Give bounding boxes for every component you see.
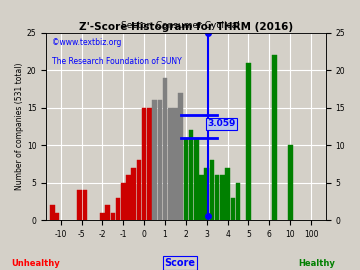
Text: ©www.textbiz.org: ©www.textbiz.org (52, 38, 121, 47)
Bar (246, 63, 251, 220)
Bar (288, 145, 293, 220)
Title: Z'-Score Histogram for THRM (2016): Z'-Score Histogram for THRM (2016) (79, 22, 293, 32)
Bar (54, 212, 59, 220)
Bar (168, 107, 172, 220)
Bar (189, 130, 193, 220)
Bar (173, 107, 178, 220)
Bar (152, 100, 157, 220)
Bar (137, 160, 141, 220)
Bar (100, 212, 105, 220)
Text: Sector: Consumer Cyclical: Sector: Consumer Cyclical (121, 21, 239, 30)
Bar (225, 168, 230, 220)
Bar (210, 160, 214, 220)
Bar (236, 183, 240, 220)
Bar (215, 175, 220, 220)
Bar (77, 190, 82, 220)
Bar (147, 107, 152, 220)
Text: The Research Foundation of SUNY: The Research Foundation of SUNY (52, 57, 181, 66)
Text: Healthy: Healthy (298, 259, 335, 268)
Bar (204, 168, 209, 220)
Text: 3.059: 3.059 (207, 119, 235, 128)
Bar (83, 190, 87, 220)
Text: Unhealthy: Unhealthy (12, 259, 60, 268)
Bar (163, 77, 167, 220)
Bar (126, 175, 131, 220)
Bar (230, 198, 235, 220)
Y-axis label: Number of companies (531 total): Number of companies (531 total) (15, 63, 24, 190)
Bar (272, 55, 277, 220)
Bar (111, 212, 115, 220)
Bar (184, 137, 188, 220)
Bar (194, 137, 199, 220)
Bar (220, 175, 225, 220)
Text: Score: Score (165, 258, 195, 268)
Bar (131, 168, 136, 220)
Bar (142, 107, 147, 220)
Bar (178, 93, 183, 220)
Bar (50, 205, 55, 220)
Bar (158, 100, 162, 220)
Bar (116, 198, 120, 220)
Bar (199, 175, 204, 220)
Bar (121, 183, 126, 220)
Bar (105, 205, 110, 220)
